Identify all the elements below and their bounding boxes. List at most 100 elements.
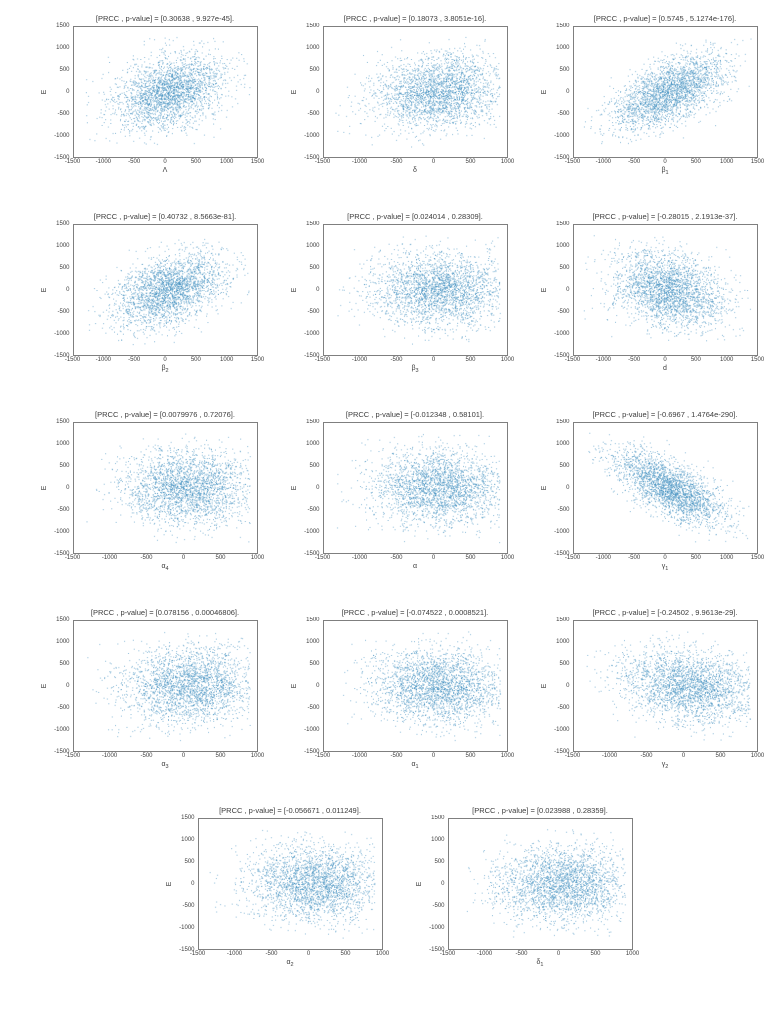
y-tick-label: -1000 — [54, 529, 70, 535]
x-tick-label: 500 — [465, 753, 476, 759]
x-tick-label: -1500 — [64, 555, 81, 561]
y-tick-label: 500 — [559, 661, 570, 667]
y-tick-label: 0 — [566, 89, 570, 95]
y-tick-labels: 1500 1000 500 0 -500 -1000 -1500 — [299, 617, 323, 755]
x-tick-label: 0 — [663, 357, 667, 363]
x-tick-label: -1500 — [439, 951, 456, 957]
x-axis-label: γ2 — [573, 761, 758, 773]
x-axis-label-base: γ — [661, 761, 666, 768]
x-axis-label: α2 — [198, 959, 383, 971]
x-tick-labels: -1500 -1000 -500 0 500 1000 — [315, 752, 514, 761]
x-tick-label: 500 — [715, 753, 726, 759]
x-tick-label: -1000 — [351, 753, 368, 759]
y-tick-label: 1500 — [56, 617, 70, 623]
y-tick-label: 1500 — [556, 419, 570, 425]
x-tick-labels: -1500 -1000 -500 0 500 1000 — [315, 356, 514, 365]
axes-box — [572, 26, 758, 158]
x-tick-label: 1500 — [750, 357, 764, 363]
x-tick-label: -500 — [390, 357, 403, 363]
y-tick-label: 1500 — [306, 23, 320, 29]
x-tick-label: -1000 — [595, 357, 612, 363]
x-tick-label: 0 — [181, 753, 186, 759]
plot-row: [PRCC , p-value] = [0.0079976 , 0.72076]… — [40, 410, 764, 575]
x-tick-label: 1000 — [719, 159, 734, 165]
axes-box — [197, 818, 383, 950]
x-tick-label: 1000 — [250, 555, 265, 561]
x-tick-label: -1000 — [226, 951, 243, 957]
x-axis-label-subscript: 3 — [415, 368, 419, 374]
x-axis-label-base: α — [412, 563, 418, 570]
x-tick-label: 1500 — [750, 159, 764, 165]
y-tick-label: 1000 — [306, 639, 320, 645]
y-tick-label: 1000 — [306, 441, 320, 447]
x-axis-label-subscript: 1 — [665, 170, 669, 176]
x-tick-label: -500 — [140, 555, 153, 561]
scatter-points-canvas — [573, 621, 757, 751]
x-tick-label: -1500 — [64, 159, 81, 165]
x-tick-labels: -1500 -1000 -500 0 500 1000 — [565, 752, 764, 761]
scatter-subplot: [PRCC , p-value] = [-0.28015 , 2.1913e-3… — [539, 212, 764, 377]
plot-title: [PRCC , p-value] = [-0.28015 , 2.1913e-3… — [592, 212, 738, 221]
axes-box — [572, 422, 758, 554]
x-axis-label-base: α — [411, 761, 416, 768]
y-tick-label: 500 — [309, 661, 320, 667]
plot-title: [PRCC , p-value] = [0.024014 , 0.28309]. — [347, 212, 483, 221]
y-tick-label: 0 — [316, 287, 320, 293]
axes-box — [572, 620, 758, 752]
x-axis-label-subscript: 1 — [540, 962, 544, 968]
y-tick-label: 1500 — [306, 617, 320, 623]
y-tick-label: 500 — [59, 661, 70, 667]
x-tick-label: 1000 — [500, 159, 515, 165]
y-tick-label: 1000 — [431, 837, 445, 843]
x-tick-labels: -1500 -1000 -500 0 500 1000 — [65, 554, 264, 563]
scatter-subplot: [PRCC , p-value] = [0.5745 , 5.1274e-176… — [539, 14, 764, 179]
x-axis-label: δ1 — [448, 959, 633, 971]
x-tick-labels: -1500 -1000 -500 0 500 1000 1500 — [65, 356, 264, 365]
y-tick-label: 1500 — [56, 221, 70, 227]
x-tick-label: 500 — [590, 951, 601, 957]
x-tick-label: -1000 — [101, 753, 118, 759]
x-tick-label: -1000 — [351, 159, 368, 165]
y-tick-label: -500 — [307, 111, 320, 117]
x-axis-label-subscript: 2 — [290, 962, 294, 968]
x-axis-label: α4 — [73, 563, 258, 575]
y-tick-label: 500 — [309, 67, 320, 73]
x-axis-label-subscript: 1 — [415, 764, 419, 770]
x-axis-label: α3 — [73, 761, 258, 773]
x-tick-label: 1500 — [750, 555, 764, 561]
scatter-points-canvas — [573, 423, 757, 553]
x-tick-label: 0 — [163, 159, 167, 165]
x-tick-label: 1000 — [625, 951, 640, 957]
x-axis-label-subscript: 2 — [165, 368, 169, 374]
y-tick-label: -1000 — [554, 529, 570, 535]
x-tick-label: 0 — [431, 357, 436, 363]
x-tick-label: 1000 — [500, 555, 515, 561]
x-tick-labels: -1500 -1000 -500 0 500 1000 — [190, 950, 389, 959]
y-tick-label: -500 — [557, 309, 570, 315]
y-tick-label: -500 — [57, 507, 70, 513]
x-axis-label-base: β — [161, 365, 166, 372]
x-axis-label: β2 — [73, 365, 258, 377]
plot-title: [PRCC , p-value] = [-0.24502 , 9.9613e-2… — [592, 608, 738, 617]
x-axis-label: α1 — [323, 761, 508, 773]
x-axis-label: β1 — [573, 167, 758, 179]
x-tick-label: -1000 — [351, 357, 368, 363]
x-tick-label: 500 — [340, 951, 351, 957]
y-tick-labels: 1500 1000 500 0 -500 -1000 -1500 — [549, 221, 573, 359]
x-tick-label: 500 — [215, 555, 226, 561]
axes-box — [447, 818, 633, 950]
y-tick-labels: 1500 1000 500 0 -500 -1000 -1500 — [49, 23, 73, 161]
y-tick-label: -1000 — [554, 727, 570, 733]
y-tick-label: -1500 — [304, 749, 320, 755]
x-axis-label-base: δ — [413, 167, 417, 174]
x-tick-label: -1000 — [476, 951, 493, 957]
scatter-points-canvas — [323, 27, 507, 157]
x-axis-label: α — [323, 563, 508, 575]
scatter-subplot: [PRCC , p-value] = [-0.6967 , 1.4764e-29… — [539, 410, 764, 575]
plot-title: [PRCC , p-value] = [-0.6967 , 1.4764e-29… — [592, 410, 738, 419]
y-tick-label: -500 — [57, 309, 70, 315]
x-tick-label: -1500 — [314, 753, 331, 759]
y-tick-label: 1500 — [306, 221, 320, 227]
x-tick-label: 500 — [190, 159, 201, 165]
scatter-points-canvas — [573, 225, 757, 355]
